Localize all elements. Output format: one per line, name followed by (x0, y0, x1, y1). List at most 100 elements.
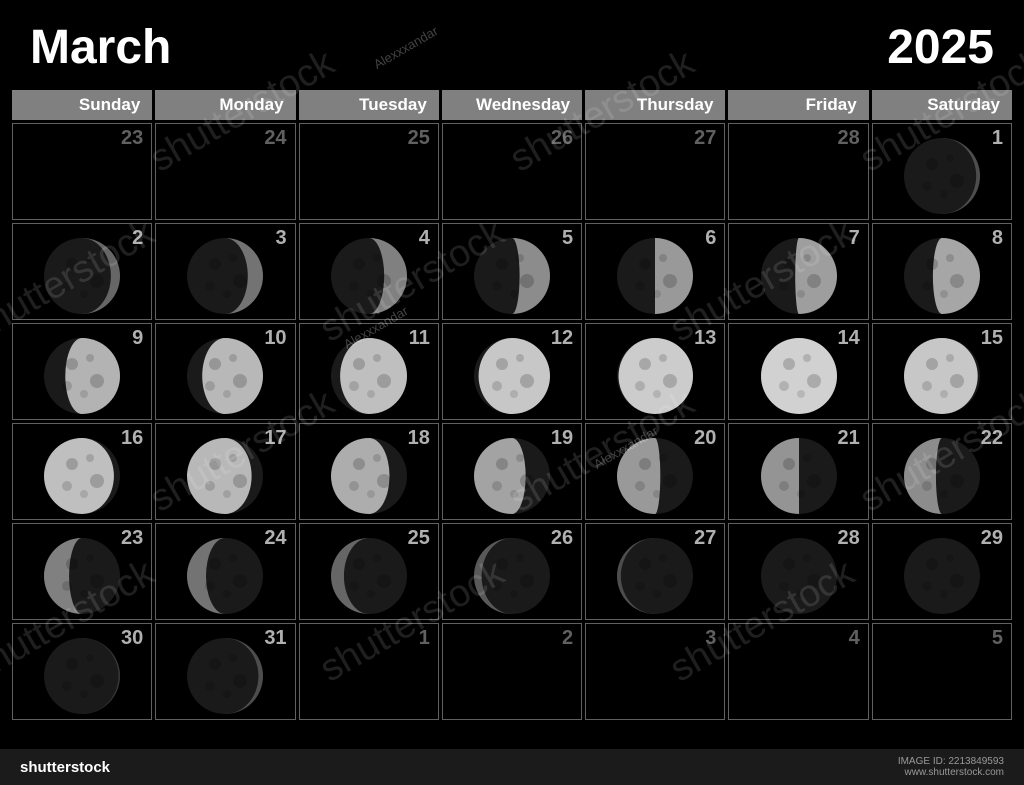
moon-phase-icon (472, 436, 552, 516)
day-number: 4 (419, 227, 430, 250)
calendar-cell: 4 (728, 623, 868, 720)
moon-phase-icon (472, 236, 552, 316)
day-number: 5 (562, 227, 573, 250)
moon-phase-icon (615, 236, 695, 316)
calendar-cell: 22 (872, 423, 1012, 520)
day-number: 15 (981, 327, 1003, 350)
day-number: 30 (121, 627, 143, 650)
calendar-cell: 2 (442, 623, 582, 720)
day-number: 2 (562, 627, 573, 650)
moon-phase-icon (329, 536, 409, 616)
moon-phase-icon (615, 336, 695, 416)
calendar-cell: 21 (728, 423, 868, 520)
calendar-cell: 27 (585, 523, 725, 620)
calendar-cell: 20 (585, 423, 725, 520)
day-number: 3 (705, 627, 716, 650)
calendar-cell: 18 (299, 423, 439, 520)
day-number: 8 (992, 227, 1003, 250)
moon-phase-icon (42, 636, 122, 716)
moon-phase-icon (902, 536, 982, 616)
moon-phase-icon (615, 536, 695, 616)
calendar-cell: 3 (585, 623, 725, 720)
footer-logo: shutterstock (20, 759, 110, 776)
moon-phase-icon (185, 436, 265, 516)
moon-phase-icon (472, 336, 552, 416)
calendar-cell: 26 (442, 123, 582, 220)
calendar-cell: 3 (155, 223, 295, 320)
calendar-cell: 11 (299, 323, 439, 420)
moon-phase-icon (42, 236, 122, 316)
day-header: Tuesday (299, 90, 439, 120)
site-url: www.shutterstock.com (898, 767, 1004, 778)
day-number: 29 (981, 527, 1003, 550)
moon-phase-icon (42, 436, 122, 516)
day-number: 23 (121, 527, 143, 550)
calendar-cell: 29 (872, 523, 1012, 620)
day-number: 26 (551, 127, 573, 150)
day-number: 6 (705, 227, 716, 250)
day-number: 2 (132, 227, 143, 250)
day-header: Sunday (12, 90, 152, 120)
calendar-cell: 24 (155, 523, 295, 620)
day-number: 25 (408, 127, 430, 150)
month-label: March (30, 20, 171, 75)
day-number: 4 (849, 627, 860, 650)
calendar-grid: SundayMondayTuesdayWednesdayThursdayFrid… (0, 90, 1024, 720)
calendar-cell: 19 (442, 423, 582, 520)
moon-phase-icon (902, 336, 982, 416)
footer-meta: IMAGE ID: 2213849593 www.shutterstock.co… (898, 756, 1004, 778)
day-number: 24 (264, 527, 286, 550)
moon-phase-icon (185, 536, 265, 616)
calendar-cell: 1 (872, 123, 1012, 220)
calendar-cell: 8 (872, 223, 1012, 320)
footer: shutterstock IMAGE ID: 2213849593 www.sh… (0, 749, 1024, 785)
calendar-cell: 6 (585, 223, 725, 320)
calendar-cell: 31 (155, 623, 295, 720)
calendar-cell: 4 (299, 223, 439, 320)
moon-phase-icon (42, 336, 122, 416)
moon-phase-icon (902, 436, 982, 516)
image-id: IMAGE ID: 2213849593 (898, 756, 1004, 767)
day-number: 11 (409, 327, 430, 350)
calendar-cell: 25 (299, 523, 439, 620)
moon-phase-icon (185, 336, 265, 416)
calendar-cell: 5 (872, 623, 1012, 720)
calendar-cell: 30 (12, 623, 152, 720)
calendar-cell: 15 (872, 323, 1012, 420)
calendar-cell: 28 (728, 523, 868, 620)
day-number: 12 (551, 327, 573, 350)
moon-phase-icon (329, 436, 409, 516)
day-number: 26 (551, 527, 573, 550)
calendar-cell: 24 (155, 123, 295, 220)
moon-phase-icon (185, 636, 265, 716)
calendar-cell: 13 (585, 323, 725, 420)
calendar-cell: 27 (585, 123, 725, 220)
day-number: 24 (264, 127, 286, 150)
day-number: 1 (992, 127, 1003, 150)
moon-phase-icon (329, 336, 409, 416)
day-number: 25 (408, 527, 430, 550)
day-number: 3 (275, 227, 286, 250)
day-number: 27 (694, 127, 716, 150)
calendar-cell: 2 (12, 223, 152, 320)
day-number: 19 (551, 427, 573, 450)
day-number: 28 (837, 127, 859, 150)
calendar-cell: 25 (299, 123, 439, 220)
day-number: 31 (264, 627, 286, 650)
day-number: 18 (408, 427, 430, 450)
day-header: Monday (155, 90, 295, 120)
day-header: Thursday (585, 90, 725, 120)
calendar-cell: 14 (728, 323, 868, 420)
header: March 2025 (0, 0, 1024, 90)
moon-phase-icon (759, 336, 839, 416)
calendar-cell: 7 (728, 223, 868, 320)
calendar-cell: 26 (442, 523, 582, 620)
calendar-cell: 16 (12, 423, 152, 520)
day-number: 23 (121, 127, 143, 150)
moon-phase-icon (902, 136, 982, 216)
calendar-cell: 17 (155, 423, 295, 520)
calendar-cell: 12 (442, 323, 582, 420)
moon-phase-icon (615, 436, 695, 516)
moon-phase-icon (759, 436, 839, 516)
day-number: 28 (837, 527, 859, 550)
